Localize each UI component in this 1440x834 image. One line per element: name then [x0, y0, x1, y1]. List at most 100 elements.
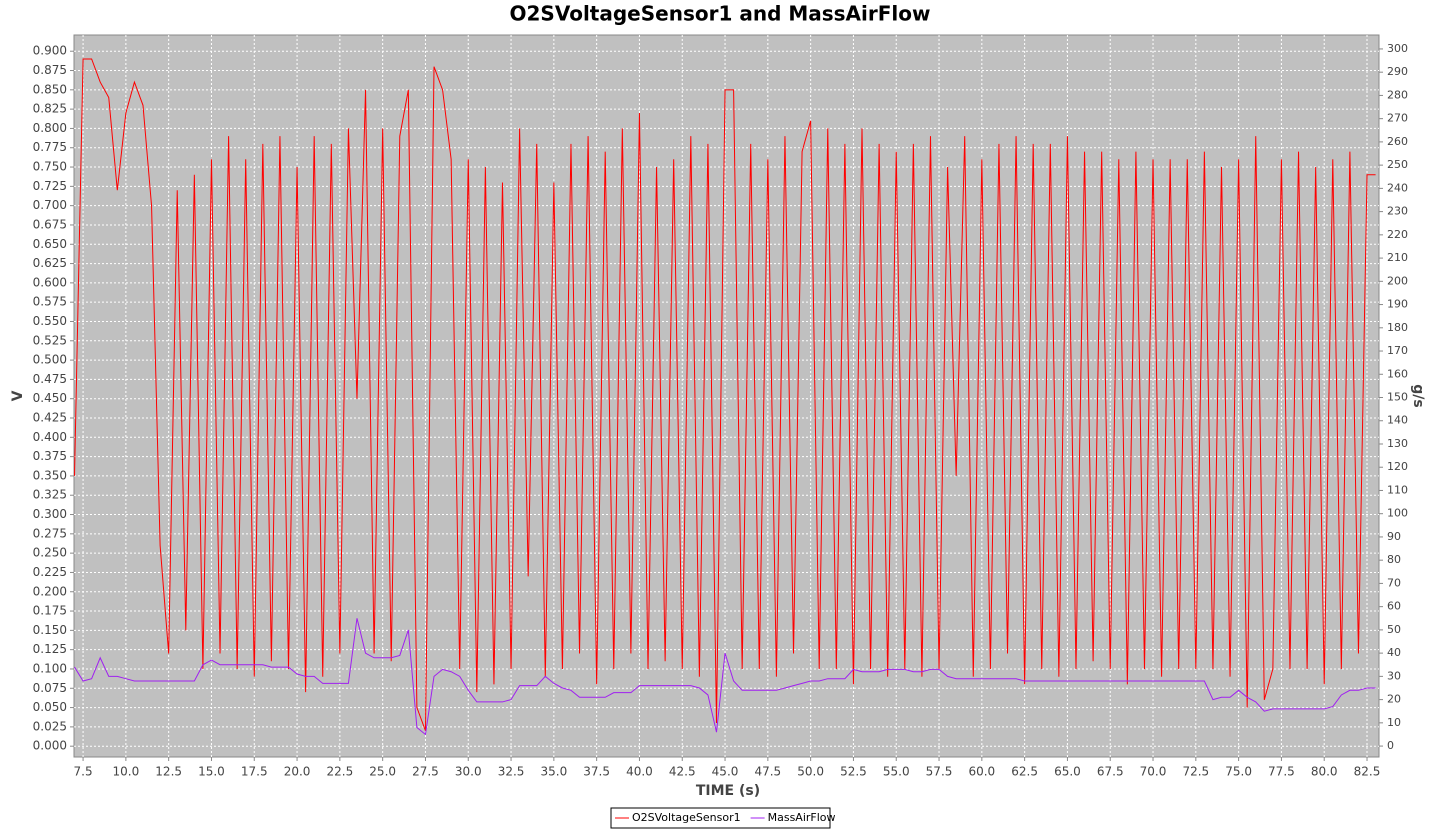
y-tick-label: 0.750 [33, 160, 67, 174]
x-tick-label: 50.0 [797, 765, 824, 779]
y-tick-label: 0.850 [33, 82, 67, 96]
x-axis-label: TIME (s) [696, 783, 760, 799]
y2-tick-label: 200 [1387, 274, 1408, 287]
y2-tick-label: 10 [1387, 716, 1401, 729]
x-tick-label: 10.0 [113, 765, 140, 779]
series-line [74, 618, 1376, 736]
x-tick-label: 80.0 [1311, 765, 1338, 779]
x-tick-label: 35.0 [540, 765, 567, 779]
y2-tick-label: 0 [1387, 739, 1394, 752]
y2-tick-label: 110 [1387, 483, 1408, 496]
x-tick-label: 52.5 [840, 765, 867, 779]
y-tick-label: 0.100 [33, 661, 67, 675]
y2-tick-label: 130 [1387, 437, 1408, 450]
y-tick-label: 0.150 [33, 623, 67, 637]
plot-area [73, 34, 1380, 758]
y2-tick-label: 220 [1387, 228, 1408, 241]
y2-tick-label: 230 [1387, 205, 1408, 218]
y-axis-label: V [10, 390, 26, 401]
x-tick-label: 22.5 [327, 765, 354, 779]
y2-tick-label: 160 [1387, 367, 1408, 380]
y2-tick-label: 240 [1387, 181, 1408, 194]
x-tick-label: 77.5 [1268, 765, 1295, 779]
y2-tick-label: 210 [1387, 251, 1408, 264]
x-tick-label: 57.5 [926, 765, 953, 779]
y-tick-label: 0.200 [33, 584, 67, 598]
y2-tick-label: 80 [1387, 553, 1401, 566]
series-line [74, 58, 1376, 731]
chart-title: O2SVoltageSensor1 and MassAirFlow [510, 2, 931, 26]
y2-tick-label: 20 [1387, 693, 1401, 706]
y-tick-label: 0.350 [33, 468, 67, 482]
y2-tick-label: 250 [1387, 158, 1408, 171]
y-tick-label: 0.425 [33, 411, 67, 425]
y2-tick-label: 190 [1387, 298, 1408, 311]
x-tick-label: 67.5 [1097, 765, 1124, 779]
y-tick-label: 0.525 [33, 333, 67, 347]
y-tick-label: 0.050 [33, 700, 67, 714]
y-tick-label: 0.025 [33, 719, 67, 733]
y2-tick-label: 50 [1387, 623, 1401, 636]
x-tick-label: 27.5 [412, 765, 439, 779]
x-tick-label: 20.0 [284, 765, 311, 779]
x-tick-label: 42.5 [669, 765, 696, 779]
x-tick-label: 12.5 [155, 765, 182, 779]
y-tick-label: 0.625 [33, 256, 67, 270]
y-tick-label: 0.600 [33, 275, 67, 289]
y2-tick-label: 60 [1387, 600, 1401, 613]
y2-tick-label: 120 [1387, 460, 1408, 473]
y2-tick-label: 100 [1387, 507, 1408, 520]
y2-tick-label: 280 [1387, 88, 1408, 101]
legend [610, 807, 831, 829]
y-tick-label: 0.375 [33, 449, 67, 463]
x-tick-label: 72.5 [1182, 765, 1209, 779]
y2-tick-label: 150 [1387, 391, 1408, 404]
x-tick-label: 17.5 [241, 765, 268, 779]
y-tick-label: 0.000 [33, 739, 67, 753]
legend-label: MassAirFlow [768, 811, 836, 824]
x-tick-label: 30.0 [455, 765, 482, 779]
legend-label: O2SVoltageSensor1 [632, 811, 741, 824]
y2-tick-label: 300 [1387, 42, 1408, 55]
y2-tick-label: 40 [1387, 646, 1401, 659]
y-tick-label: 0.300 [33, 507, 67, 521]
y2-tick-label: 170 [1387, 344, 1408, 357]
x-tick-label: 32.5 [498, 765, 525, 779]
x-tick-label: 47.5 [754, 765, 781, 779]
y-tick-label: 0.125 [33, 642, 67, 656]
y2-tick-label: 140 [1387, 414, 1408, 427]
y2-tick-label: 70 [1387, 576, 1401, 589]
y-tick-label: 0.075 [33, 681, 67, 695]
y-tick-label: 0.275 [33, 526, 67, 540]
y-tick-label: 0.575 [33, 295, 67, 309]
y2-tick-label: 260 [1387, 135, 1408, 148]
y2-axis-label: g/s [1410, 384, 1426, 407]
x-tick-label: 70.0 [1140, 765, 1167, 779]
x-tick-label: 82.5 [1354, 765, 1381, 779]
y2-tick-label: 290 [1387, 65, 1408, 78]
y-tick-label: 0.450 [33, 391, 67, 405]
y-tick-label: 0.725 [33, 179, 67, 193]
x-tick-label: 62.5 [1011, 765, 1038, 779]
y2-tick-label: 180 [1387, 321, 1408, 334]
y-tick-label: 0.175 [33, 604, 67, 618]
y-tick-label: 0.225 [33, 565, 67, 579]
y2-tick-label: 30 [1387, 669, 1401, 682]
y-tick-label: 0.900 [33, 44, 67, 58]
y-tick-label: 0.475 [33, 372, 67, 386]
y-tick-label: 0.250 [33, 546, 67, 560]
y-tick-label: 0.650 [33, 237, 67, 251]
y-tick-label: 0.775 [33, 140, 67, 154]
y-tick-label: 0.700 [33, 198, 67, 212]
y-tick-label: 0.675 [33, 217, 67, 231]
x-tick-label: 65.0 [1054, 765, 1081, 779]
y-tick-label: 0.550 [33, 314, 67, 328]
y2-tick-label: 270 [1387, 112, 1408, 125]
x-tick-label: 15.0 [198, 765, 225, 779]
y2-tick-label: 90 [1387, 530, 1401, 543]
y-tick-label: 0.325 [33, 488, 67, 502]
y-tick-label: 0.875 [33, 63, 67, 77]
x-tick-label: 60.0 [968, 765, 995, 779]
x-tick-label: 40.0 [626, 765, 653, 779]
